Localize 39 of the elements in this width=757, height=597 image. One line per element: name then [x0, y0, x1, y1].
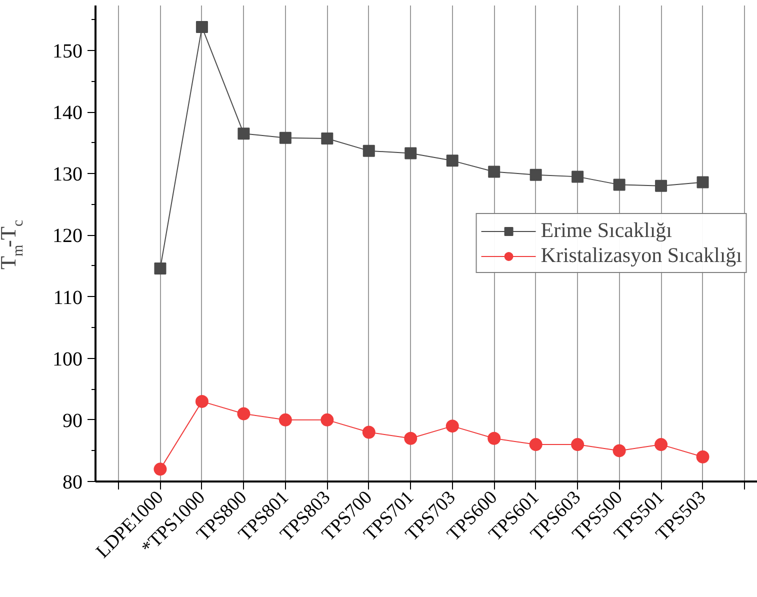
y-tick-label: 120: [52, 225, 82, 248]
y-tick-label: 140: [52, 102, 82, 124]
point: [696, 176, 709, 188]
y-tick-label: 80: [62, 472, 82, 494]
point: [488, 166, 500, 178]
point: [571, 438, 584, 452]
point: [154, 262, 166, 274]
legend-label: Kristalizasyon Sıcaklığı: [540, 243, 742, 268]
point: [196, 21, 208, 34]
point: [488, 432, 501, 445]
y-tick-label: 100: [52, 348, 82, 370]
point: [613, 178, 626, 191]
point: [154, 462, 167, 476]
y-tick-label: 90: [62, 410, 82, 432]
point: [655, 180, 668, 192]
point: [321, 132, 334, 145]
point: [279, 132, 292, 144]
legend-label: Erime Sıcaklığı: [540, 218, 672, 243]
point: [278, 413, 292, 426]
point: [362, 426, 376, 439]
y-tick-label: 130: [52, 164, 82, 186]
point: [320, 413, 334, 426]
point: [530, 168, 542, 181]
point: [238, 128, 250, 140]
point: [446, 420, 459, 433]
point: [612, 444, 626, 458]
point: [362, 144, 375, 157]
point: [654, 438, 668, 452]
y-tick-label: 150: [52, 40, 82, 62]
y-tick-label: 110: [53, 286, 83, 309]
point: [696, 450, 710, 464]
point: [404, 432, 418, 445]
point: [404, 147, 417, 160]
point: [529, 438, 542, 452]
point: [446, 154, 458, 167]
point: [572, 170, 584, 183]
y-axis-title: Tm-Tc: [0, 219, 26, 270]
point: [237, 407, 250, 420]
point: [195, 394, 208, 408]
